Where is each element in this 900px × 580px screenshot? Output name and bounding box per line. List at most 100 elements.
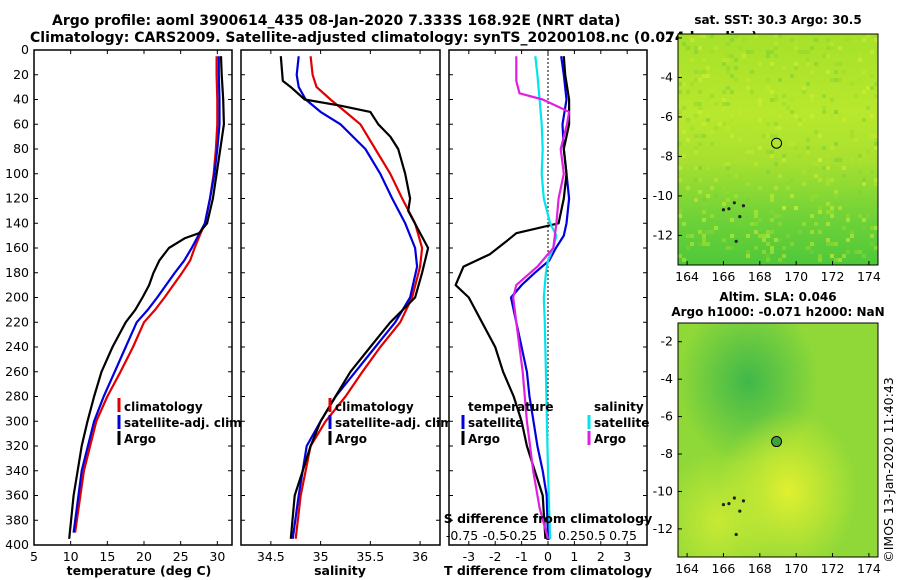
- sst-pixel: [706, 242, 710, 246]
- sst-pixel: [698, 106, 702, 110]
- y-tick-label: 320: [5, 438, 29, 453]
- sst-pixel: [830, 210, 834, 214]
- sst-pixel: [806, 146, 810, 150]
- sst-pixel: [842, 70, 846, 74]
- sst-pixel: [834, 110, 838, 114]
- sst-pixel: [762, 250, 766, 254]
- sst-pixel: [790, 74, 794, 78]
- sst-pixel: [698, 134, 702, 138]
- island-mark: [721, 208, 726, 212]
- sst-pixel: [806, 82, 810, 86]
- legend-label-s-satellite: satellite: [594, 416, 649, 430]
- sst-pixel: [758, 146, 762, 150]
- sst-pixel: [750, 222, 754, 226]
- sst-pixel: [774, 162, 778, 166]
- sst-pixel: [782, 246, 786, 250]
- sst-pixel: [842, 254, 846, 258]
- sst-pixel: [874, 246, 878, 250]
- y-tick-label: 180: [5, 265, 29, 280]
- sst-pixel: [706, 230, 710, 234]
- sst-pixel: [678, 78, 682, 82]
- sst-pixel: [874, 202, 878, 206]
- sst-pixel: [758, 186, 762, 190]
- sst-pixel: [758, 118, 762, 122]
- sst-pixel: [734, 194, 738, 198]
- sst-pixel: [858, 190, 862, 194]
- temp-diff-xlabel: T difference from climatology: [444, 563, 652, 578]
- sst-pixel: [846, 250, 850, 254]
- sst-pixel: [694, 46, 698, 50]
- map-x-tick-label: 170: [784, 269, 808, 284]
- sst-pixel: [678, 178, 682, 182]
- sst-pixel: [698, 190, 702, 194]
- sst-pixel: [874, 94, 878, 98]
- sst-pixel: [722, 162, 726, 166]
- sst-pixel: [734, 66, 738, 70]
- sst-pixel: [678, 142, 682, 146]
- map-x-tick-label: 166: [712, 269, 736, 284]
- sst-pixel: [794, 62, 798, 66]
- sst-pixel: [726, 190, 730, 194]
- x-tick-label: 35: [313, 549, 329, 564]
- sst-pixel: [678, 110, 682, 114]
- sst-pixel: [774, 158, 778, 162]
- sst-pixel: [730, 38, 734, 42]
- island-mark: [734, 532, 738, 537]
- sst-pixel: [810, 146, 814, 150]
- island-mark: [732, 201, 736, 205]
- sst-pixel: [702, 58, 706, 62]
- sst-pixel: [730, 234, 734, 238]
- sst-pixel: [722, 102, 726, 106]
- sst-pixel: [722, 202, 726, 206]
- sst-pixel: [770, 50, 774, 54]
- sst-pixel: [778, 34, 782, 38]
- sst-pixel: [690, 38, 694, 42]
- sst-pixel: [838, 46, 842, 50]
- x-tick-label: 34.5: [257, 549, 285, 564]
- sst-pixel: [874, 38, 878, 42]
- sst-pixel: [702, 198, 706, 202]
- x-tick-label: -2: [489, 549, 501, 564]
- sst-pixel: [770, 154, 774, 158]
- sst-pixel: [746, 198, 750, 202]
- y-tick-label: 40: [13, 92, 29, 107]
- sst-pixel: [782, 170, 786, 174]
- sst-pixel: [770, 66, 774, 70]
- sst-pixel: [862, 74, 866, 78]
- sst-pixel: [738, 174, 742, 178]
- sst-pixel: [810, 214, 814, 218]
- sst-pixel: [758, 62, 762, 66]
- legend-label-climatology: climatology: [124, 400, 203, 414]
- sst-pixel: [814, 210, 818, 214]
- sst-pixel: [766, 242, 770, 246]
- sst-pixel: [826, 178, 830, 182]
- sst-pixel: [774, 98, 778, 102]
- x-tick-label: -1: [515, 549, 527, 564]
- sst-pixel: [862, 118, 866, 122]
- sst-pixel: [702, 70, 706, 74]
- x-tick-label: 1: [570, 549, 578, 564]
- sst-pixel: [834, 94, 838, 98]
- series-line-t-argo: [454, 56, 571, 539]
- sst-pixel: [818, 178, 822, 182]
- map-x-tick-label: 172: [821, 269, 845, 284]
- sst-pixel: [702, 34, 706, 38]
- sst-pixel: [874, 178, 878, 182]
- sst-pixel: [690, 34, 694, 38]
- y-tick-label: 400: [5, 537, 29, 552]
- sst-pixel: [726, 42, 730, 46]
- island-mark: [734, 239, 738, 243]
- sst-pixel: [682, 178, 686, 182]
- sst-pixel: [682, 170, 686, 174]
- sst-pixel: [726, 134, 730, 138]
- sst-pixel: [838, 78, 842, 82]
- sst-pixel: [726, 86, 730, 90]
- sst-pixel: [790, 38, 794, 42]
- sst-pixel: [734, 34, 738, 38]
- sst-pixel: [754, 74, 758, 78]
- sst-pixel: [774, 134, 778, 138]
- sst-pixel: [810, 94, 814, 98]
- sst-pixel: [826, 222, 830, 226]
- sst-pixel: [798, 154, 802, 158]
